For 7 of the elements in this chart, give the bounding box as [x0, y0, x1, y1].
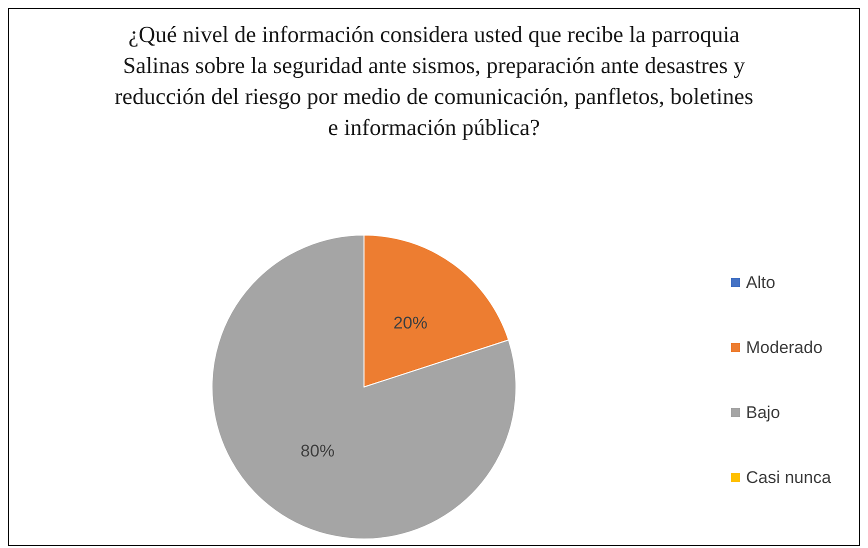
legend-label: Casi nunca: [746, 468, 832, 487]
chart-title: ¿Qué nivel de información considera usted que recibe la parroquia Salinas sobre la seguridad ante sismos, preparación ante desastres y reducción del riesgo por medio de comunicación, panfletos, boletines e información pública?: [114, 21, 754, 142]
data-label: 20%: [393, 314, 428, 333]
data-label: 80%: [300, 441, 335, 460]
legend-label: Bajo: [746, 403, 780, 422]
legend-label: Moderado: [746, 338, 823, 357]
legend-label: Alto: [746, 273, 776, 292]
